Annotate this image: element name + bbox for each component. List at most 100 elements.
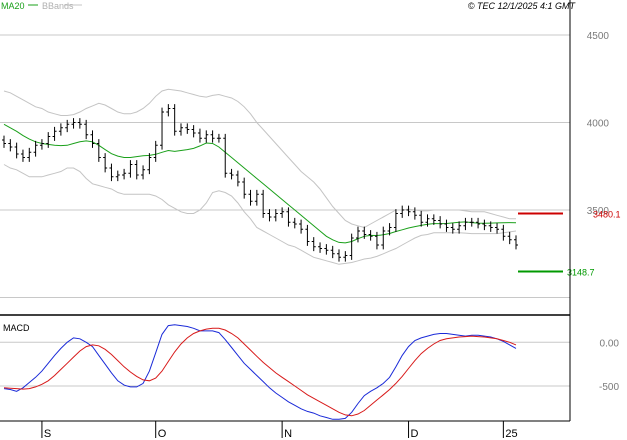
x-tick-label: S <box>44 428 51 440</box>
macd-axis: 0.00 -500 <box>599 338 619 393</box>
price-bar <box>58 123 63 136</box>
price-bar <box>248 189 253 206</box>
price-bars <box>2 104 518 262</box>
legend-ma-label: MA20 <box>1 1 25 11</box>
signal-line <box>3 327 517 417</box>
price-bar <box>147 153 152 175</box>
price-bar <box>160 107 165 150</box>
price-bar <box>14 142 19 159</box>
price-bar <box>463 217 468 231</box>
x-tick-label: N <box>284 428 292 440</box>
legend: MA20 BBands <box>1 1 82 11</box>
price-bar <box>425 214 430 227</box>
price-bar <box>324 244 329 255</box>
price-bar <box>134 160 139 180</box>
price-bar <box>71 118 76 129</box>
price-bar <box>412 207 417 220</box>
price-bar <box>115 170 120 182</box>
price-bar <box>267 209 272 222</box>
price-bar <box>261 189 266 218</box>
price-bar <box>242 177 247 199</box>
price-bar <box>280 207 285 218</box>
x-tick-label: O <box>158 428 167 440</box>
price-tick-label: 3500 <box>587 206 610 217</box>
price-bar <box>374 231 379 250</box>
price-tick-label: 4000 <box>587 119 610 130</box>
price-bar <box>393 209 398 232</box>
price-bar <box>27 147 32 162</box>
price-bar <box>77 118 82 129</box>
macd-tick-label: 0.00 <box>600 338 620 349</box>
price-bar <box>141 165 146 180</box>
price-bar <box>153 140 158 162</box>
ma20-line <box>3 123 517 244</box>
price-bar <box>337 249 342 262</box>
price-bar <box>65 119 70 133</box>
price-bar <box>197 128 202 143</box>
bb-lower-line <box>3 164 517 265</box>
price-bar <box>96 139 101 162</box>
price-bar <box>172 104 177 136</box>
x-tick-label: 25 <box>505 428 517 440</box>
price-bar <box>223 133 228 178</box>
bb-upper-line <box>3 88 516 229</box>
legend-bb-label: BBands <box>42 1 74 11</box>
price-bar <box>299 219 304 234</box>
price-bar <box>444 219 449 232</box>
price-bar <box>235 170 240 187</box>
price-bar <box>39 139 44 150</box>
price-grid <box>0 34 570 298</box>
macd-grid <box>0 341 570 387</box>
price-bar <box>507 231 512 245</box>
price-bar <box>84 119 89 140</box>
macd-lines <box>3 324 517 420</box>
price-bar <box>20 149 25 162</box>
price-bar <box>128 160 133 178</box>
price-bar <box>166 104 171 117</box>
bollinger-bands <box>3 88 517 265</box>
price-bar <box>254 189 259 206</box>
price-bar <box>103 153 108 173</box>
macd-tick-label: -500 <box>599 382 619 393</box>
price-bar <box>90 130 95 148</box>
price-bar <box>495 223 500 234</box>
price-bar <box>191 125 196 138</box>
price-bar <box>210 130 215 143</box>
price-bar <box>355 226 360 243</box>
price-bar <box>368 230 373 241</box>
price-bar <box>8 139 13 152</box>
price-bar <box>46 132 51 148</box>
price-bar <box>400 205 405 218</box>
price-bar <box>450 223 455 234</box>
price-bar <box>330 245 335 259</box>
price-bar <box>349 233 354 260</box>
price-bar <box>488 221 493 232</box>
levels <box>518 212 563 273</box>
price-bar <box>311 237 316 252</box>
timestamp: © TEC 12/1/2025 4:1 GMT <box>468 1 577 11</box>
x-tick-label: D <box>411 428 419 440</box>
price-bar <box>305 224 310 246</box>
price-bar <box>476 217 481 229</box>
price-bar <box>438 216 443 229</box>
price-bar <box>229 168 234 180</box>
price-bar <box>204 130 209 143</box>
price-bar <box>216 133 221 143</box>
support-label: 3148.7 <box>567 267 595 277</box>
x-axis: S O N D 25 <box>41 421 518 440</box>
macd-title: MACD <box>3 323 30 333</box>
price-bar <box>292 217 297 229</box>
price-bar <box>122 168 127 180</box>
price-bar <box>431 214 436 225</box>
price-bar <box>469 217 474 227</box>
resistance-label: 3480.1 <box>593 209 621 219</box>
price-bar <box>387 223 392 236</box>
macd-line <box>3 324 517 420</box>
price-bar <box>514 235 518 250</box>
price-bar <box>318 242 323 253</box>
price-bar <box>381 226 386 250</box>
price-bar <box>343 251 348 262</box>
